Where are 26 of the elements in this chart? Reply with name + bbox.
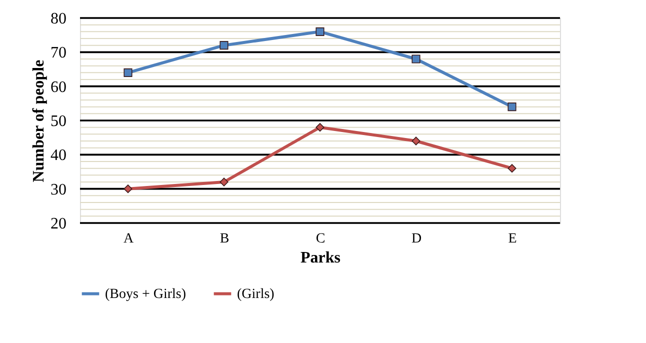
point: [124, 68, 132, 77]
point: [508, 102, 516, 112]
x-axis-title: Parks: [300, 250, 340, 266]
y-axis-title: Number of people: [30, 60, 48, 182]
x-tick-label: C: [316, 232, 326, 246]
x-tick-label: B: [220, 232, 230, 246]
y-tick-label: 20: [50, 216, 66, 232]
legend-label: (Boys + Girls): [105, 286, 186, 302]
point: [412, 54, 420, 64]
y-tick-label: 70: [50, 44, 66, 62]
point: [316, 123, 324, 132]
point: [220, 178, 228, 186]
y-tick-label: 30: [50, 181, 66, 198]
point: [124, 184, 132, 194]
x-tick-label: D: [411, 232, 422, 246]
legend-label: (Girls): [237, 286, 275, 302]
point: [412, 136, 420, 146]
y-tick-label: 40: [50, 147, 66, 164]
x-tick-label: E: [508, 232, 517, 246]
x-tick-label: A: [123, 232, 134, 246]
y-tick-label: 50: [50, 113, 66, 130]
point: [316, 27, 324, 36]
point: [220, 41, 228, 50]
y-tick-label: 60: [50, 78, 66, 96]
y-tick-label: 80: [50, 10, 66, 28]
point: [508, 164, 516, 173]
